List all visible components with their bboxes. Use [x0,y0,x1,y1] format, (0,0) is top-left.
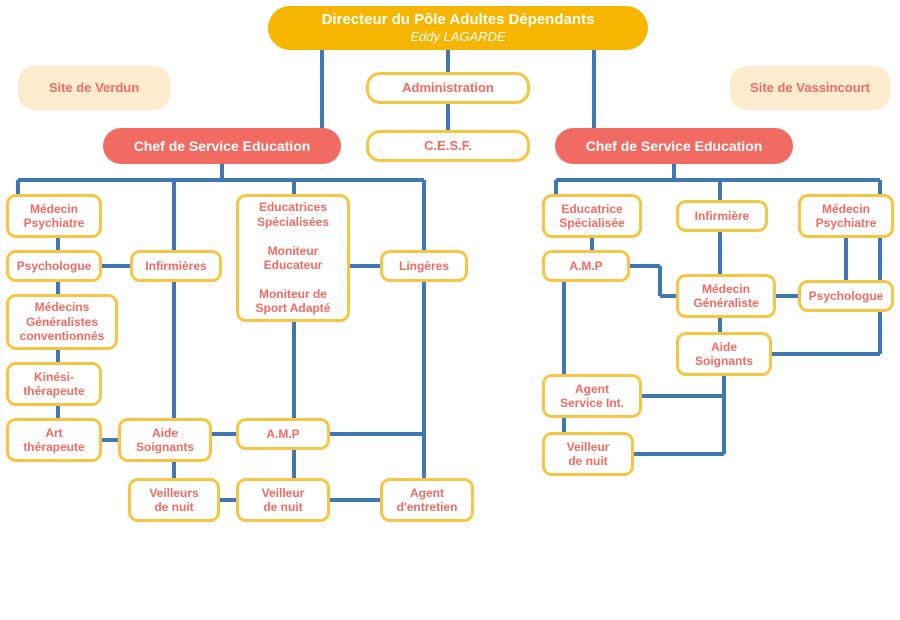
node-l-agent-ent: Agent d'entretien [380,478,474,522]
node-r-infirm: Infirmière [676,200,768,232]
node-l-kine: Kinési- thérapeute [6,362,102,406]
node-admin: Administration [366,72,530,104]
node-label: A.M.P [266,427,299,441]
node-site-verdun: Site de Verdun [18,66,170,110]
node-label: Psychologue [809,289,884,303]
node-l-lingeres: Lingères [380,250,468,282]
node-r-medgen: Médecin Généraliste [676,274,776,318]
node-r-educ: Educatrice Spécialisée [542,194,642,238]
node-label: Aide Soignants [136,426,194,455]
node-r-veilleur: Veilleur de nuit [542,432,634,476]
node-director: Directeur du Pôle Adultes DépendantsEddy… [268,6,648,50]
node-label: Educatrices Spécialisées Moniteur Educat… [256,200,331,315]
node-label: A.M.P [569,259,602,273]
node-site-vassin: Site de Vassincourt [730,66,890,110]
node-chef-right: Chef de Service Education [555,128,793,164]
node-label: Administration [402,80,494,96]
node-l-aidesoign: Aide Soignants [118,418,212,462]
node-l-psycho: Psychologue [6,250,102,282]
node-label: Agent Service Int. [560,382,624,411]
node-label: Veilleur de nuit [567,440,610,469]
node-cesf: C.E.S.F. [366,130,530,162]
node-l-veilleur2: Veilleur de nuit [236,478,330,522]
node-label: Educatrice Spécialisée [559,202,624,231]
node-label: Psychologue [17,259,92,273]
node-label: Médecin Généraliste [693,282,758,311]
node-l-infirm: Infirmières [130,250,222,282]
node-label: Agent d'entretien [397,486,458,515]
node-label: Chef de Service Education [586,138,763,155]
node-l-educ: Educatrices Spécialisées Moniteur Educat… [236,194,350,322]
node-l-medgen: Médecins Généralistes conventionnés [6,294,118,350]
node-label: Lingères [399,259,449,273]
node-r-agent-si: Agent Service Int. [542,374,642,418]
node-label: Site de Verdun [49,80,139,96]
node-label: Site de Vassincourt [750,80,870,96]
node-label: Infirmières [145,259,206,273]
node-l-psychiatre: Médecin Psychiatre [6,194,102,238]
node-chef-left: Chef de Service Education [103,128,341,164]
node-label: Médecin Psychiatre [816,202,877,231]
node-label: Aide Soignants [695,340,753,369]
node-r-psychiatre: Médecin Psychiatre [798,194,894,238]
node-label: Veilleurs de nuit [149,486,198,515]
node-l-amp: A.M.P [236,418,330,450]
node-label: Chef de Service Education [134,138,311,155]
node-r-psycho: Psychologue [798,280,894,312]
node-l-veilleurs: Veilleurs de nuit [128,478,220,522]
node-sublabel: Eddy LAGARDE [410,29,505,45]
node-label: Kinési- thérapeute [23,370,84,399]
node-label: Médecin Psychiatre [24,202,85,231]
node-r-amp: A.M.P [542,250,630,282]
node-label: Infirmière [695,209,750,223]
node-label: Médecins Généralistes conventionnés [20,300,105,343]
org-chart-canvas: Site de Verdun Site de Vassincourt Directe… [0,0,900,620]
node-label: Veilleur de nuit [262,486,305,515]
node-label: Directeur du Pôle Adultes Dépendants [322,11,595,29]
node-label: C.E.S.F. [424,138,472,154]
node-label: Art thérapeute [23,426,84,455]
node-l-art: Art thérapeute [6,418,102,462]
node-r-aidesoign: Aide Soignants [676,332,772,376]
